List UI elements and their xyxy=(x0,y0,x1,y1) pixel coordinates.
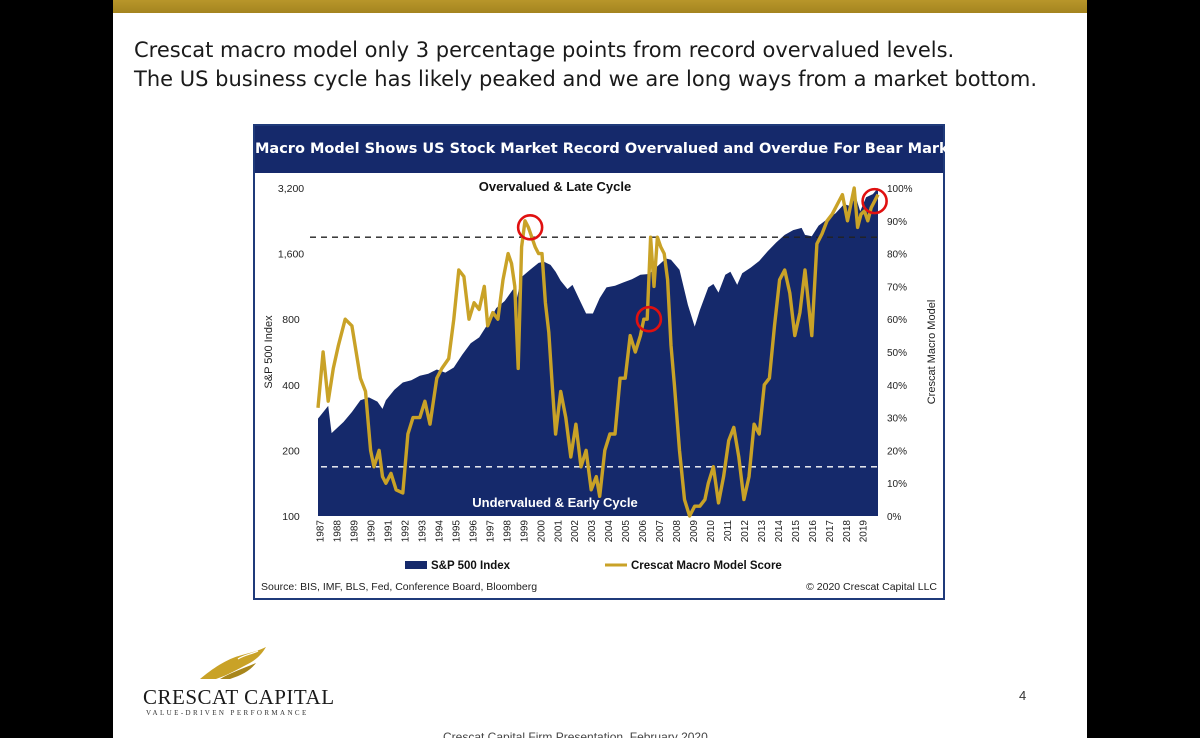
x-tick-label: 2011 xyxy=(723,520,734,542)
left-tick-label: 200 xyxy=(282,445,300,457)
right-tick-label: 50% xyxy=(887,348,907,359)
x-tick-label: 2012 xyxy=(740,520,751,543)
right-tick-label: 40% xyxy=(887,381,907,392)
x-tick-label: 1993 xyxy=(418,520,429,543)
x-tick-label: 2005 xyxy=(621,520,632,543)
x-tick-label: 2018 xyxy=(842,520,853,543)
chart-source: Source: BIS, IMF, BLS, Fed, Conference B… xyxy=(261,581,537,593)
legend-label-sp500: S&P 500 Index xyxy=(431,560,511,572)
right-tick-label: 10% xyxy=(887,479,907,490)
peak-highlight-circle xyxy=(861,187,888,215)
left-axis-title: S&P 500 Index xyxy=(263,315,275,389)
left-tick-label: 1,600 xyxy=(278,249,304,261)
right-tick-label: 30% xyxy=(887,414,907,425)
x-tick-label: 1987 xyxy=(316,520,327,543)
chart-copyright: © 2020 Crescat Capital LLC xyxy=(806,581,937,593)
x-tick-label: 1989 xyxy=(350,520,361,543)
right-tick-label: 60% xyxy=(887,315,907,326)
x-tick-label: 2019 xyxy=(859,520,870,543)
x-tick-label: 1990 xyxy=(367,520,378,543)
chart-title: Macro Model Shows US Stock Market Record… xyxy=(255,141,966,157)
x-tick-label: 2006 xyxy=(638,520,649,543)
x-tick-label: 1997 xyxy=(485,520,496,543)
x-tick-label: 2001 xyxy=(553,520,564,543)
annotation-overvalued: Overvalued & Late Cycle xyxy=(479,179,631,194)
x-tick-label: 2009 xyxy=(689,520,700,543)
logo-name: CRESCAT CAPITAL xyxy=(143,685,335,709)
x-tick-label: 2013 xyxy=(757,520,768,543)
right-tick-label: 100% xyxy=(887,184,913,195)
x-tick-label: 2000 xyxy=(536,520,547,543)
x-tick-label: 1992 xyxy=(401,520,412,543)
footer-text: Crescat Capital Firm Presentation, Febru… xyxy=(443,730,708,738)
right-axis-title: Crescat Macro Model xyxy=(926,300,938,405)
chart-title-bar: Macro Model Shows US Stock Market Record… xyxy=(255,126,965,173)
right-tick-label: 0% xyxy=(887,512,902,523)
right-tick-label: 90% xyxy=(887,217,907,228)
logo-tagline: VALUE-DRIVEN PERFORMANCE xyxy=(146,709,309,717)
page-number: 4 xyxy=(1019,688,1027,703)
right-tick-label: 70% xyxy=(887,282,907,293)
macro-model-score-line xyxy=(316,186,880,518)
x-tick-label: 1991 xyxy=(384,520,395,543)
slide-top-bar xyxy=(113,0,1087,13)
x-tick-label: 2014 xyxy=(774,520,785,543)
x-tick-label: 1995 xyxy=(452,520,463,543)
x-tick-label: 2003 xyxy=(587,520,598,543)
x-tick-label: 2008 xyxy=(672,520,683,543)
annotation-undervalued: Undervalued & Early Cycle xyxy=(472,495,637,510)
legend-swatch-sp500 xyxy=(405,561,427,569)
company-logo: CRESCAT CAPITAL VALUE-DRIVEN PERFORMANCE xyxy=(143,645,334,725)
x-tick-label: 1999 xyxy=(519,520,530,543)
slide-headline: Crescat macro model only 3 percentage po… xyxy=(134,36,1074,94)
right-tick-label: 80% xyxy=(887,250,907,261)
x-tick-label: 2002 xyxy=(570,520,581,543)
x-tick-label: 2010 xyxy=(706,520,717,543)
headline-line-1: Crescat macro model only 3 percentage po… xyxy=(134,38,955,62)
x-tick-label: 1994 xyxy=(435,520,446,543)
x-tick-label: 2016 xyxy=(808,520,819,543)
sp500-area-series xyxy=(318,188,878,516)
x-tick-label: 1998 xyxy=(502,520,513,543)
x-tick-label: 2004 xyxy=(604,520,615,543)
chart-svg: 3,200 1,600 800 400 200 100 100% 90% 80% 70% 60% 50… xyxy=(261,179,938,593)
x-tick-label: 2007 xyxy=(655,520,666,543)
chart-frame: Macro Model Shows US Stock Market Record… xyxy=(253,124,965,600)
left-tick-label: 3,200 xyxy=(278,183,304,195)
x-tick-label: 1988 xyxy=(333,520,344,543)
x-tick-label: 2015 xyxy=(791,520,802,543)
left-tick-label: 100 xyxy=(282,511,300,523)
headline-line-2: The US business cycle has likely peaked … xyxy=(134,67,1038,91)
slide: Crescat macro model only 3 percentage po… xyxy=(113,0,1087,738)
x-tick-label: 2017 xyxy=(825,520,836,543)
right-tick-label: 20% xyxy=(887,446,907,457)
peak-highlight-circle xyxy=(516,214,544,241)
logo-emblem-icon xyxy=(200,647,266,679)
legend-label-model: Crescat Macro Model Score xyxy=(631,560,782,572)
x-tick-label: 1996 xyxy=(468,520,479,543)
left-tick-label: 400 xyxy=(282,380,300,392)
peak-highlight-circle xyxy=(635,305,663,333)
left-tick-label: 800 xyxy=(282,314,300,326)
